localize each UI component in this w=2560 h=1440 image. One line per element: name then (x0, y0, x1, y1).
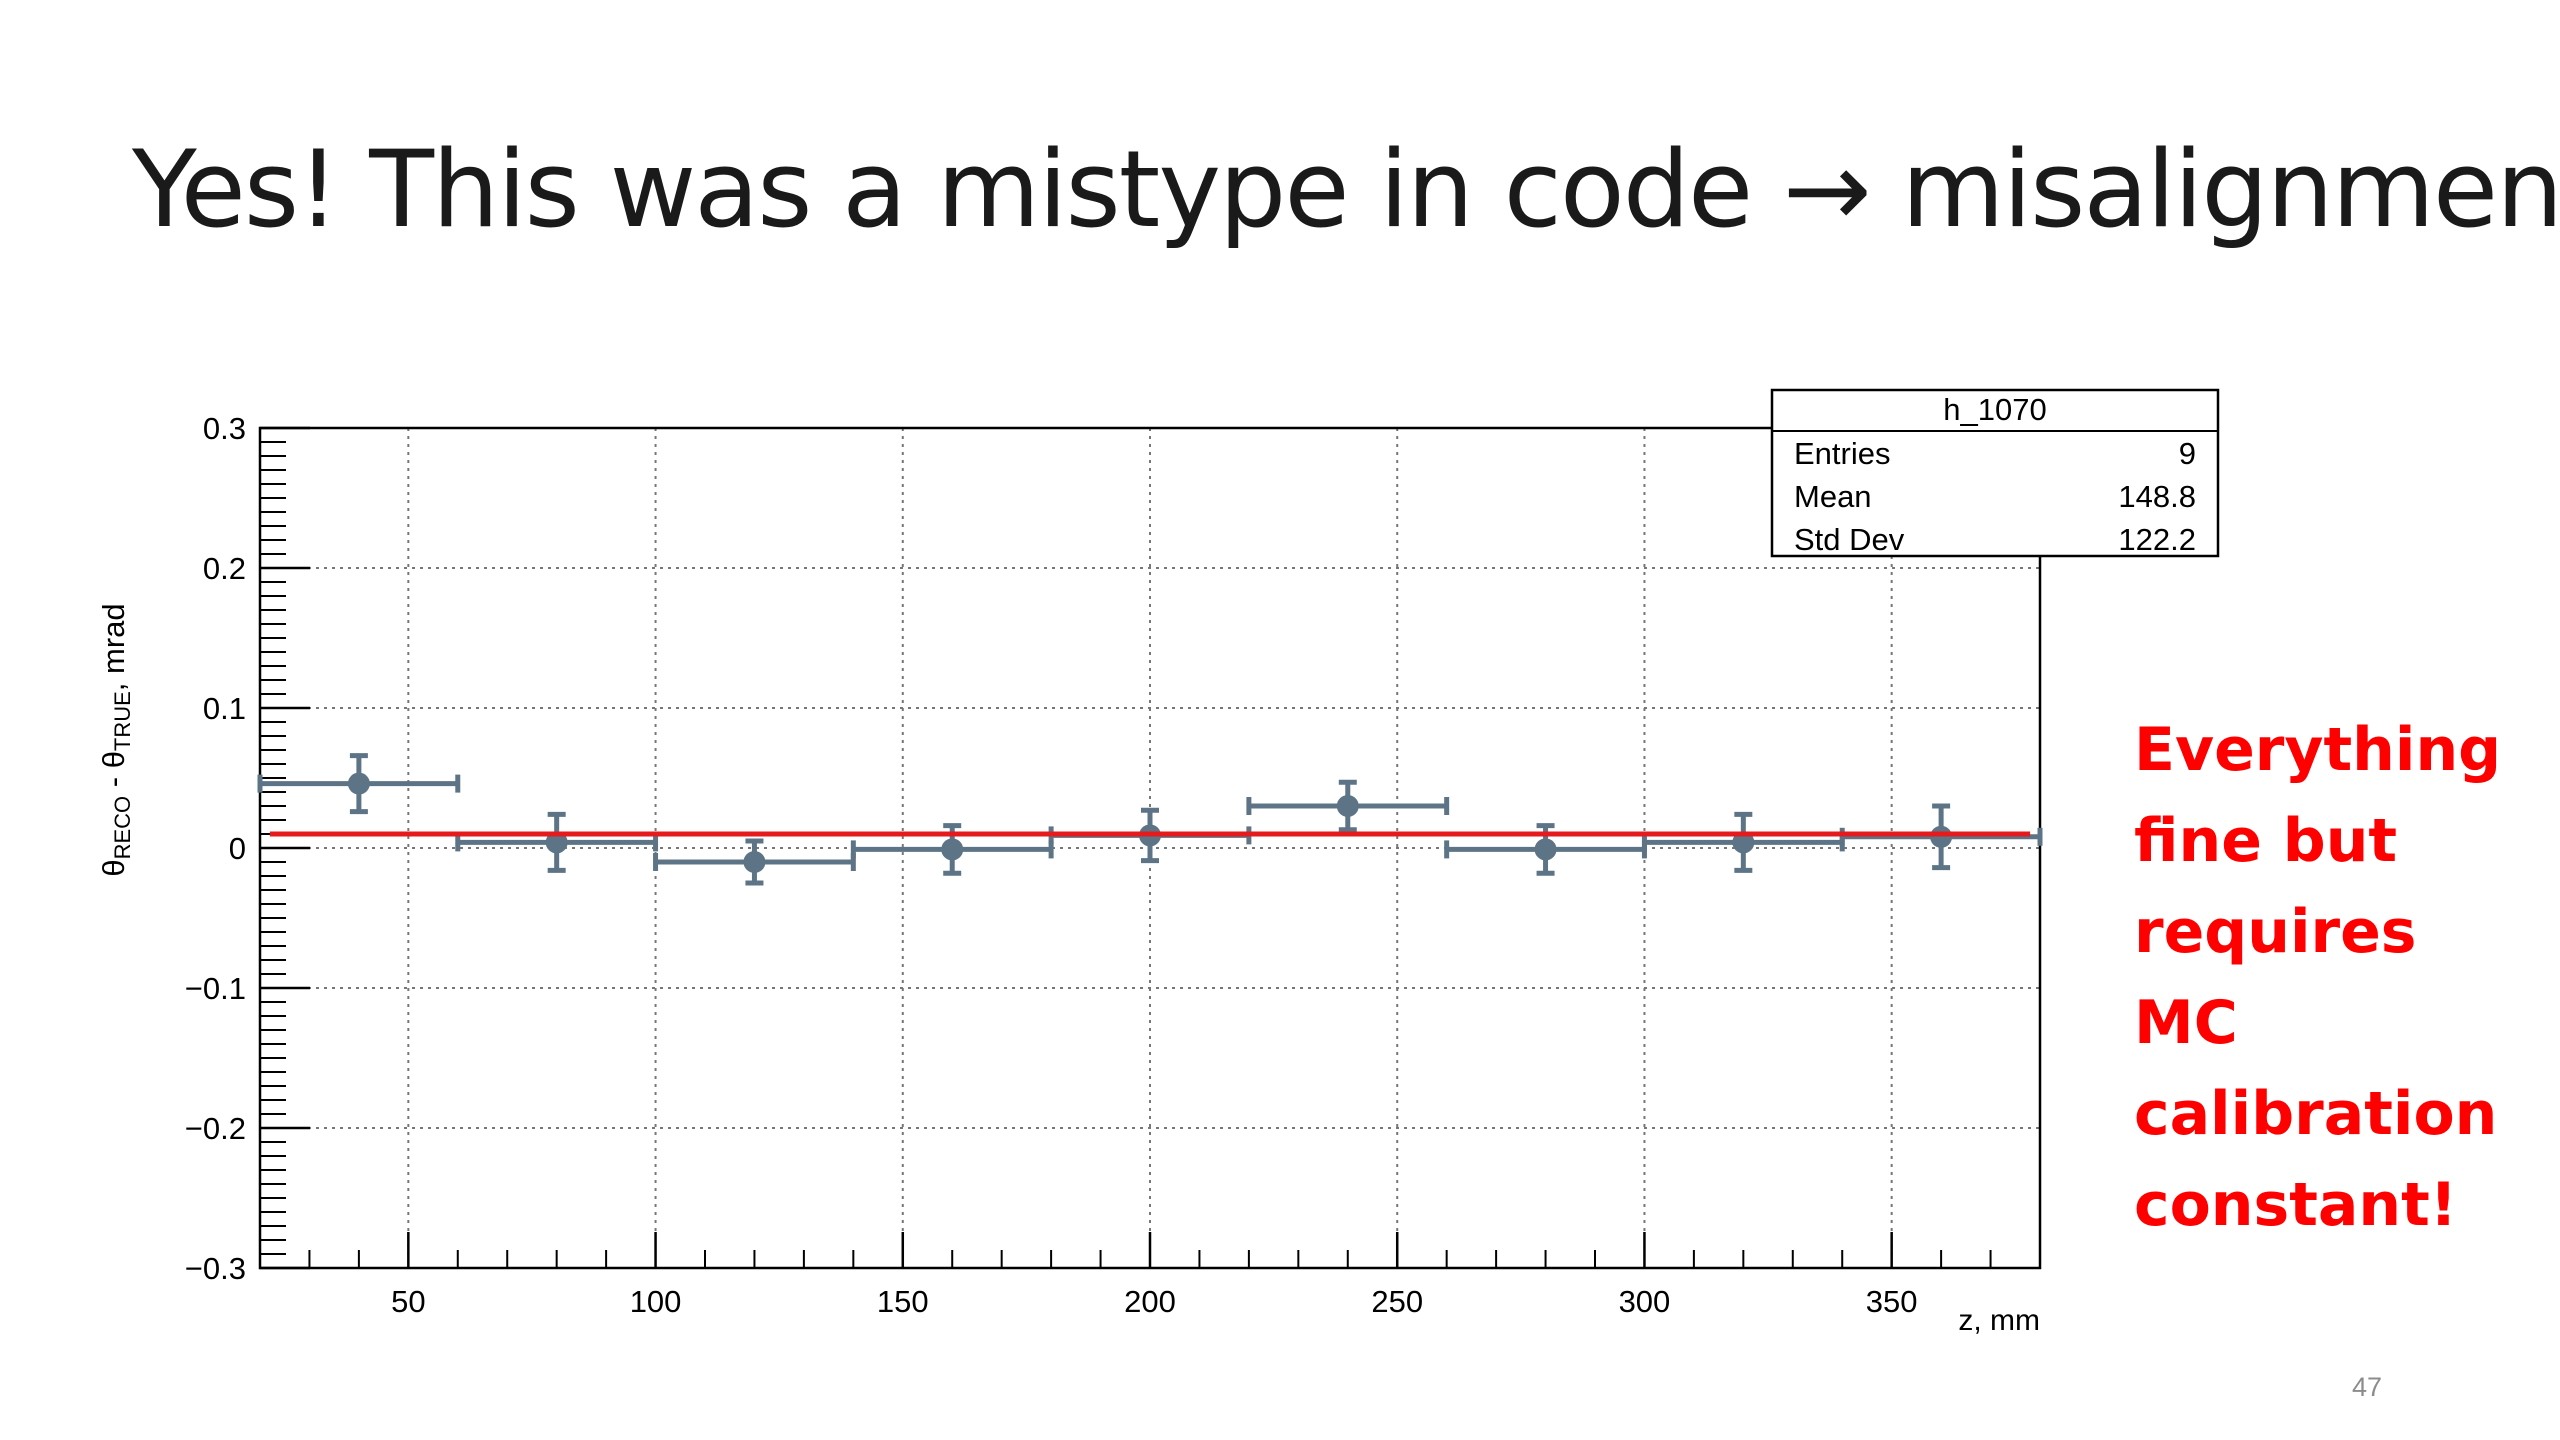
y-tick-label: 0.1 (203, 691, 246, 726)
page-number: 47 (2352, 1372, 2383, 1402)
stats-row-value-entries: 9 (2179, 436, 2196, 471)
x-tick-label: 150 (877, 1284, 929, 1319)
x-tick-label: 300 (1619, 1284, 1671, 1319)
y-axis-label: θRECO - θTRUE, mrad (96, 603, 135, 876)
point-marker (1534, 838, 1557, 861)
note-line: calibration (2134, 1079, 2498, 1149)
data-point (653, 838, 856, 886)
axis-ticks: 50 100 150 200 250 300 350 −0.3 −0.2 −0.1 0 0.1 0.2 0… (185, 411, 1992, 1319)
note-line: Everything (2134, 715, 2502, 785)
stats-row-label-entries: Entries (1794, 436, 1890, 471)
stats-box-title: h_1070 (1943, 392, 2046, 427)
slide-title: Yes! This was a mistype in code → misali… (132, 128, 2560, 251)
y-tick-label: 0 (229, 831, 246, 866)
stats-row-value-mean: 148.8 (2118, 479, 2196, 514)
data-point (1839, 803, 2043, 871)
x-axis-label: z, mm (1958, 1304, 2040, 1337)
y-axis-label-sub1: RECO (110, 796, 135, 860)
y-axis-label-tail: , mrad (96, 603, 131, 691)
x-tick-label: 100 (630, 1284, 682, 1319)
point-marker (1336, 795, 1359, 817)
x-tick-label: 50 (391, 1284, 425, 1319)
stats-box-frame (1770, 388, 2220, 558)
y-tick-label: 0.2 (203, 551, 246, 586)
y-tick-label: −0.2 (185, 1111, 246, 1146)
point-marker (347, 772, 370, 795)
note-line: MC (2134, 988, 2238, 1058)
calibration-note: Everything fine but requires MC calibrat… (2134, 705, 2501, 1251)
y-tick-label: −0.1 (185, 971, 246, 1006)
svg-text:θRECO - θTRUE, mrad: θRECO - θTRUE, mrad (96, 603, 135, 876)
x-tick-label: 350 (1866, 1284, 1918, 1319)
stats-row-label-mean: Mean (1794, 479, 1872, 514)
y-axis-label-mid: - θ (96, 751, 131, 796)
point-marker (1732, 831, 1755, 854)
note-line: requires (2134, 897, 2417, 967)
point-marker (743, 851, 766, 873)
y-axis-label-sub2: TRUE (110, 691, 135, 751)
point-marker (941, 838, 964, 861)
data-point (1246, 779, 1450, 833)
x-tick-label: 250 (1371, 1284, 1423, 1319)
point-marker (545, 831, 568, 854)
data-point (455, 811, 659, 873)
y-axis-label-theta1: θ (96, 859, 131, 876)
data-point (1444, 823, 1647, 876)
point-marker (1930, 825, 1953, 848)
note-line: fine but (2134, 806, 2398, 876)
y-tick-label: −0.3 (185, 1251, 246, 1286)
y-tick-label: 0.3 (203, 411, 246, 446)
data-point (257, 753, 461, 815)
stats-row-value-stddev: 122.2 (2118, 522, 2196, 557)
note-line: constant! (2134, 1170, 2458, 1240)
x-tick-label: 200 (1124, 1284, 1176, 1319)
stats-box: h_1070 Entries 9 Mean 148.8 Std Dev 122.… (1770, 388, 2220, 558)
stats-row-label-stddev: Std Dev (1794, 522, 1905, 557)
data-point (1641, 811, 1845, 873)
